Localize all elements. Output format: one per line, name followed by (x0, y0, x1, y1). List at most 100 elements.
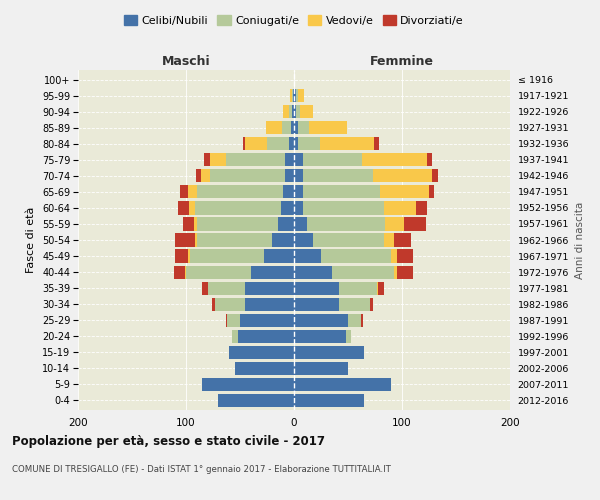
Bar (301, 105, 313, 118)
Bar (294, 314, 348, 327)
Bar (218, 394, 294, 407)
Bar (283, 105, 289, 118)
Bar (251, 266, 294, 278)
Bar (294, 89, 296, 102)
Bar (294, 250, 321, 262)
Bar (378, 282, 383, 294)
Bar (245, 282, 294, 294)
Bar (289, 105, 292, 118)
Bar (394, 266, 397, 278)
Bar (294, 394, 364, 407)
Bar (194, 202, 281, 214)
Bar (294, 282, 340, 294)
Bar (189, 202, 194, 214)
Bar (293, 89, 294, 102)
Bar (373, 170, 432, 182)
Bar (294, 218, 307, 230)
Bar (294, 121, 298, 134)
Bar (296, 105, 301, 118)
Bar (240, 314, 294, 327)
Bar (432, 170, 437, 182)
Bar (302, 170, 373, 182)
Bar (332, 266, 394, 278)
Bar (212, 298, 215, 310)
Bar (238, 330, 294, 343)
Bar (186, 266, 251, 278)
Bar (294, 105, 296, 118)
Bar (383, 202, 416, 214)
Bar (394, 234, 410, 246)
Bar (282, 121, 291, 134)
Bar (298, 121, 309, 134)
Bar (278, 218, 294, 230)
Bar (380, 186, 429, 198)
Bar (374, 137, 379, 150)
Bar (320, 137, 374, 150)
Bar (185, 266, 186, 278)
Bar (227, 314, 240, 327)
Bar (294, 202, 302, 214)
Bar (302, 202, 383, 214)
Bar (183, 218, 194, 230)
Bar (229, 346, 294, 359)
Bar (245, 137, 267, 150)
Bar (397, 266, 413, 278)
Bar (385, 218, 404, 230)
Bar (294, 378, 391, 391)
Bar (202, 282, 208, 294)
Bar (264, 250, 294, 262)
Bar (179, 186, 188, 198)
Bar (313, 234, 383, 246)
Bar (292, 89, 293, 102)
Bar (346, 330, 351, 343)
Bar (391, 250, 397, 262)
Bar (232, 330, 238, 343)
Y-axis label: Fasce di età: Fasce di età (26, 207, 37, 273)
Bar (296, 89, 298, 102)
Bar (190, 250, 264, 262)
Bar (197, 234, 272, 246)
Bar (307, 218, 385, 230)
Bar (243, 137, 245, 150)
Bar (294, 298, 340, 310)
Bar (201, 170, 210, 182)
Bar (290, 89, 292, 102)
Bar (294, 346, 364, 359)
Bar (281, 202, 294, 214)
Bar (294, 234, 313, 246)
Bar (272, 234, 294, 246)
Bar (361, 314, 363, 327)
Bar (377, 282, 378, 294)
Bar (321, 250, 391, 262)
Bar (245, 298, 294, 310)
Bar (416, 202, 427, 214)
Bar (348, 314, 361, 327)
Bar (194, 218, 197, 230)
Bar (340, 282, 377, 294)
Bar (174, 266, 185, 278)
Bar (370, 298, 373, 310)
Bar (294, 330, 346, 343)
Legend: Celibi/Nubili, Coniugati/e, Vedovi/e, Divorziati/e: Celibi/Nubili, Coniugati/e, Vedovi/e, Di… (119, 10, 469, 30)
Bar (286, 170, 294, 182)
Bar (197, 186, 283, 198)
Bar (298, 89, 304, 102)
Bar (194, 234, 197, 246)
Bar (196, 170, 201, 182)
Bar (235, 362, 294, 375)
Bar (289, 137, 294, 150)
Text: Maschi: Maschi (161, 56, 211, 68)
Bar (294, 362, 348, 375)
Bar (178, 202, 189, 214)
Bar (202, 378, 294, 391)
Bar (298, 137, 320, 150)
Bar (286, 153, 294, 166)
Bar (226, 153, 286, 166)
Text: COMUNE DI TRESIGALLO (FE) - Dati ISTAT 1° gennaio 2017 - Elaborazione TUTTITALIA: COMUNE DI TRESIGALLO (FE) - Dati ISTAT 1… (12, 465, 391, 474)
Bar (362, 153, 427, 166)
Bar (175, 234, 194, 246)
Bar (294, 137, 298, 150)
Bar (302, 153, 362, 166)
Bar (188, 250, 190, 262)
Bar (215, 298, 245, 310)
